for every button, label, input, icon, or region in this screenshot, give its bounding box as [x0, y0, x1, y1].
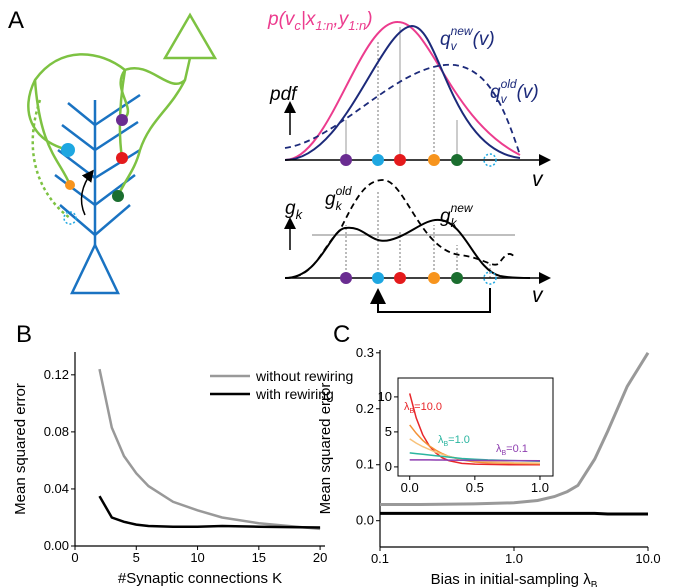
y-tick-label: 0: [385, 459, 392, 474]
x-tick-label: 0.0: [401, 480, 419, 495]
legend-label: with rewiring: [255, 386, 334, 402]
x-axis-label-text: Bias in initial-sampling λ: [431, 571, 592, 587]
x-axis-label: Bias in initial-sampling λB: [431, 571, 598, 587]
q-old-label: qvold(v): [490, 77, 539, 106]
x-tick-label: 0: [71, 550, 78, 565]
series-label-sub: B: [502, 450, 507, 457]
g-sketch: [284, 179, 551, 313]
y-tick-label: 0.04: [44, 481, 69, 496]
y-tick-label: 0.0: [356, 513, 374, 528]
x-tick-label: 10: [190, 550, 204, 565]
y-tick-label: 0.2: [356, 401, 374, 416]
line-series: [98, 368, 321, 531]
series-label: λB=1.0: [438, 434, 470, 448]
series-label-symbol: λ: [496, 443, 502, 455]
y-tick-label: 10: [378, 389, 392, 404]
series-label-value: =0.1: [506, 443, 528, 455]
panel-label: B: [16, 321, 32, 348]
y-tick-label: 0.1: [356, 457, 374, 472]
y-tick-label: 5: [385, 424, 392, 439]
line-series: [380, 352, 650, 506]
v-label: v: [532, 168, 544, 191]
v-label: v: [532, 284, 544, 307]
y-tick-label: 0.00: [44, 538, 69, 553]
x-tick-label: 1.0: [531, 480, 549, 495]
y-axis-label: Mean squared error: [317, 383, 334, 515]
y-tick-label: 0.12: [44, 367, 69, 382]
x-tick-label: 10.0: [635, 551, 660, 566]
q-new-label: qvnew(v): [440, 24, 495, 53]
panel-label: C: [333, 321, 350, 348]
series-label-symbol: λ: [438, 434, 444, 446]
series-label: λB=0.1: [496, 443, 528, 457]
line-series: [409, 459, 541, 462]
x-axis-label: #Synaptic connections K: [118, 570, 282, 587]
x-tick-label: 15: [252, 550, 266, 565]
x-tick-label: 0.1: [371, 551, 389, 566]
series-label-sub: B: [410, 408, 415, 415]
gk-label: gk: [285, 198, 304, 222]
series-label-value: =10.0: [414, 401, 442, 413]
posterior-label: p(vc|x1:n,y1:n): [267, 9, 373, 33]
pdf-sketch: [284, 20, 551, 167]
legend-label: without rewiring: [255, 368, 353, 384]
g-new-label: gknew: [440, 201, 474, 230]
line-series: [380, 511, 648, 516]
line-series: [98, 495, 321, 529]
y-tick-label: 0.3: [356, 345, 374, 360]
x-tick-label: 5: [133, 550, 140, 565]
line-series: [409, 438, 541, 464]
line-series: [408, 393, 540, 466]
y-axis-label: Mean squared error: [12, 383, 29, 515]
series-label-value: =1.0: [448, 434, 470, 446]
y-tick-label: 0.08: [44, 424, 69, 439]
x-tick-label: 1.0: [505, 551, 523, 566]
x-tick-label: 0.5: [466, 480, 484, 495]
neuron: [27, 12, 218, 295]
pdf-label: pdf: [269, 84, 298, 105]
x-tick-label: 20: [313, 550, 327, 565]
panel-label: A: [8, 7, 24, 34]
x-axis-label-sub: B: [591, 580, 598, 587]
x-axis-label-text: #Synaptic connections K: [118, 570, 282, 587]
series-label-symbol: λ: [404, 401, 410, 413]
g-old-label: gkold: [325, 184, 352, 213]
series-label-sub: B: [444, 441, 449, 448]
series-label: λB=10.0: [404, 401, 442, 415]
